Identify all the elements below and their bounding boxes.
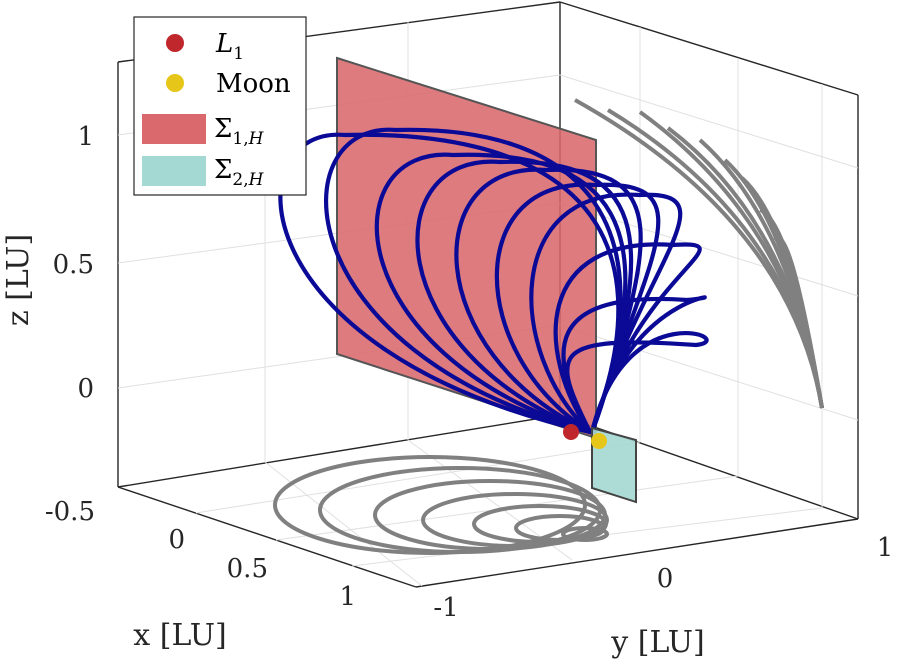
trajectory-line (374, 152, 628, 435)
z-tick-0: 0 (77, 374, 94, 404)
legend-moon-label: Moon (216, 69, 291, 99)
trajectory-line (553, 242, 702, 435)
y-axis-label: y [LU] (610, 625, 704, 660)
legend-moon-marker (166, 74, 184, 92)
floor-back-left (117, 414, 561, 488)
back-top-edge-right (559, 1, 859, 96)
z-axis-label: z [LU] (1, 234, 36, 326)
y-tick-neg1: -1 (433, 593, 458, 623)
y-tick-0: 0 (657, 564, 674, 594)
legend-l1-marker (166, 34, 184, 52)
y-ticks: -1 0 1 (433, 533, 893, 623)
trajectory-line (454, 167, 643, 435)
z-tick-0-5: 0.5 (53, 250, 94, 280)
legend-sigma1-patch (142, 114, 206, 144)
trajectory-line (415, 159, 634, 435)
x-tick-0: 0 (168, 525, 185, 555)
legend-sigma2-label: Σ2,H (214, 155, 265, 190)
x-ticks: -0.5 0 0.5 1 (45, 497, 356, 612)
legend-l1-label: L1 (215, 29, 244, 64)
wall-projection-line (773, 236, 824, 409)
floor-projection-line (561, 526, 609, 542)
legend-sigma1-label: Σ1,H (214, 114, 265, 149)
moon-point (591, 433, 607, 449)
trajectory-line (561, 295, 707, 435)
x-tick-1: 1 (339, 582, 356, 612)
floor-projection-group (273, 455, 609, 555)
z-ticks: 1 0.5 0 (53, 122, 94, 404)
y-tick-1: 1 (877, 533, 894, 563)
wall-projection-line (638, 110, 824, 409)
x-tick-0-5: 0.5 (227, 554, 268, 584)
trajectory-line (323, 127, 623, 435)
floor-projection-line (514, 514, 606, 542)
floor-left-edge (117, 486, 417, 588)
legend: L1 Moon Σ1,H Σ2,H (133, 16, 307, 196)
trajectory-group (278, 127, 709, 435)
floor-projection-line (421, 492, 609, 548)
trajectory-line (494, 182, 661, 435)
trajectory-line (529, 192, 683, 435)
wall-projection-group (574, 98, 824, 409)
legend-sigma2-patch (142, 156, 206, 186)
z-tick-1: 1 (77, 122, 94, 152)
x-axis-label: x [LU] (133, 618, 226, 653)
floor-front-edge (415, 518, 859, 588)
sigma1-plane (336, 56, 597, 440)
trajectory-line (565, 331, 709, 435)
x-tick-neg0-5: -0.5 (45, 497, 95, 527)
floor-projection-line (472, 504, 608, 544)
l1-point (563, 424, 579, 440)
